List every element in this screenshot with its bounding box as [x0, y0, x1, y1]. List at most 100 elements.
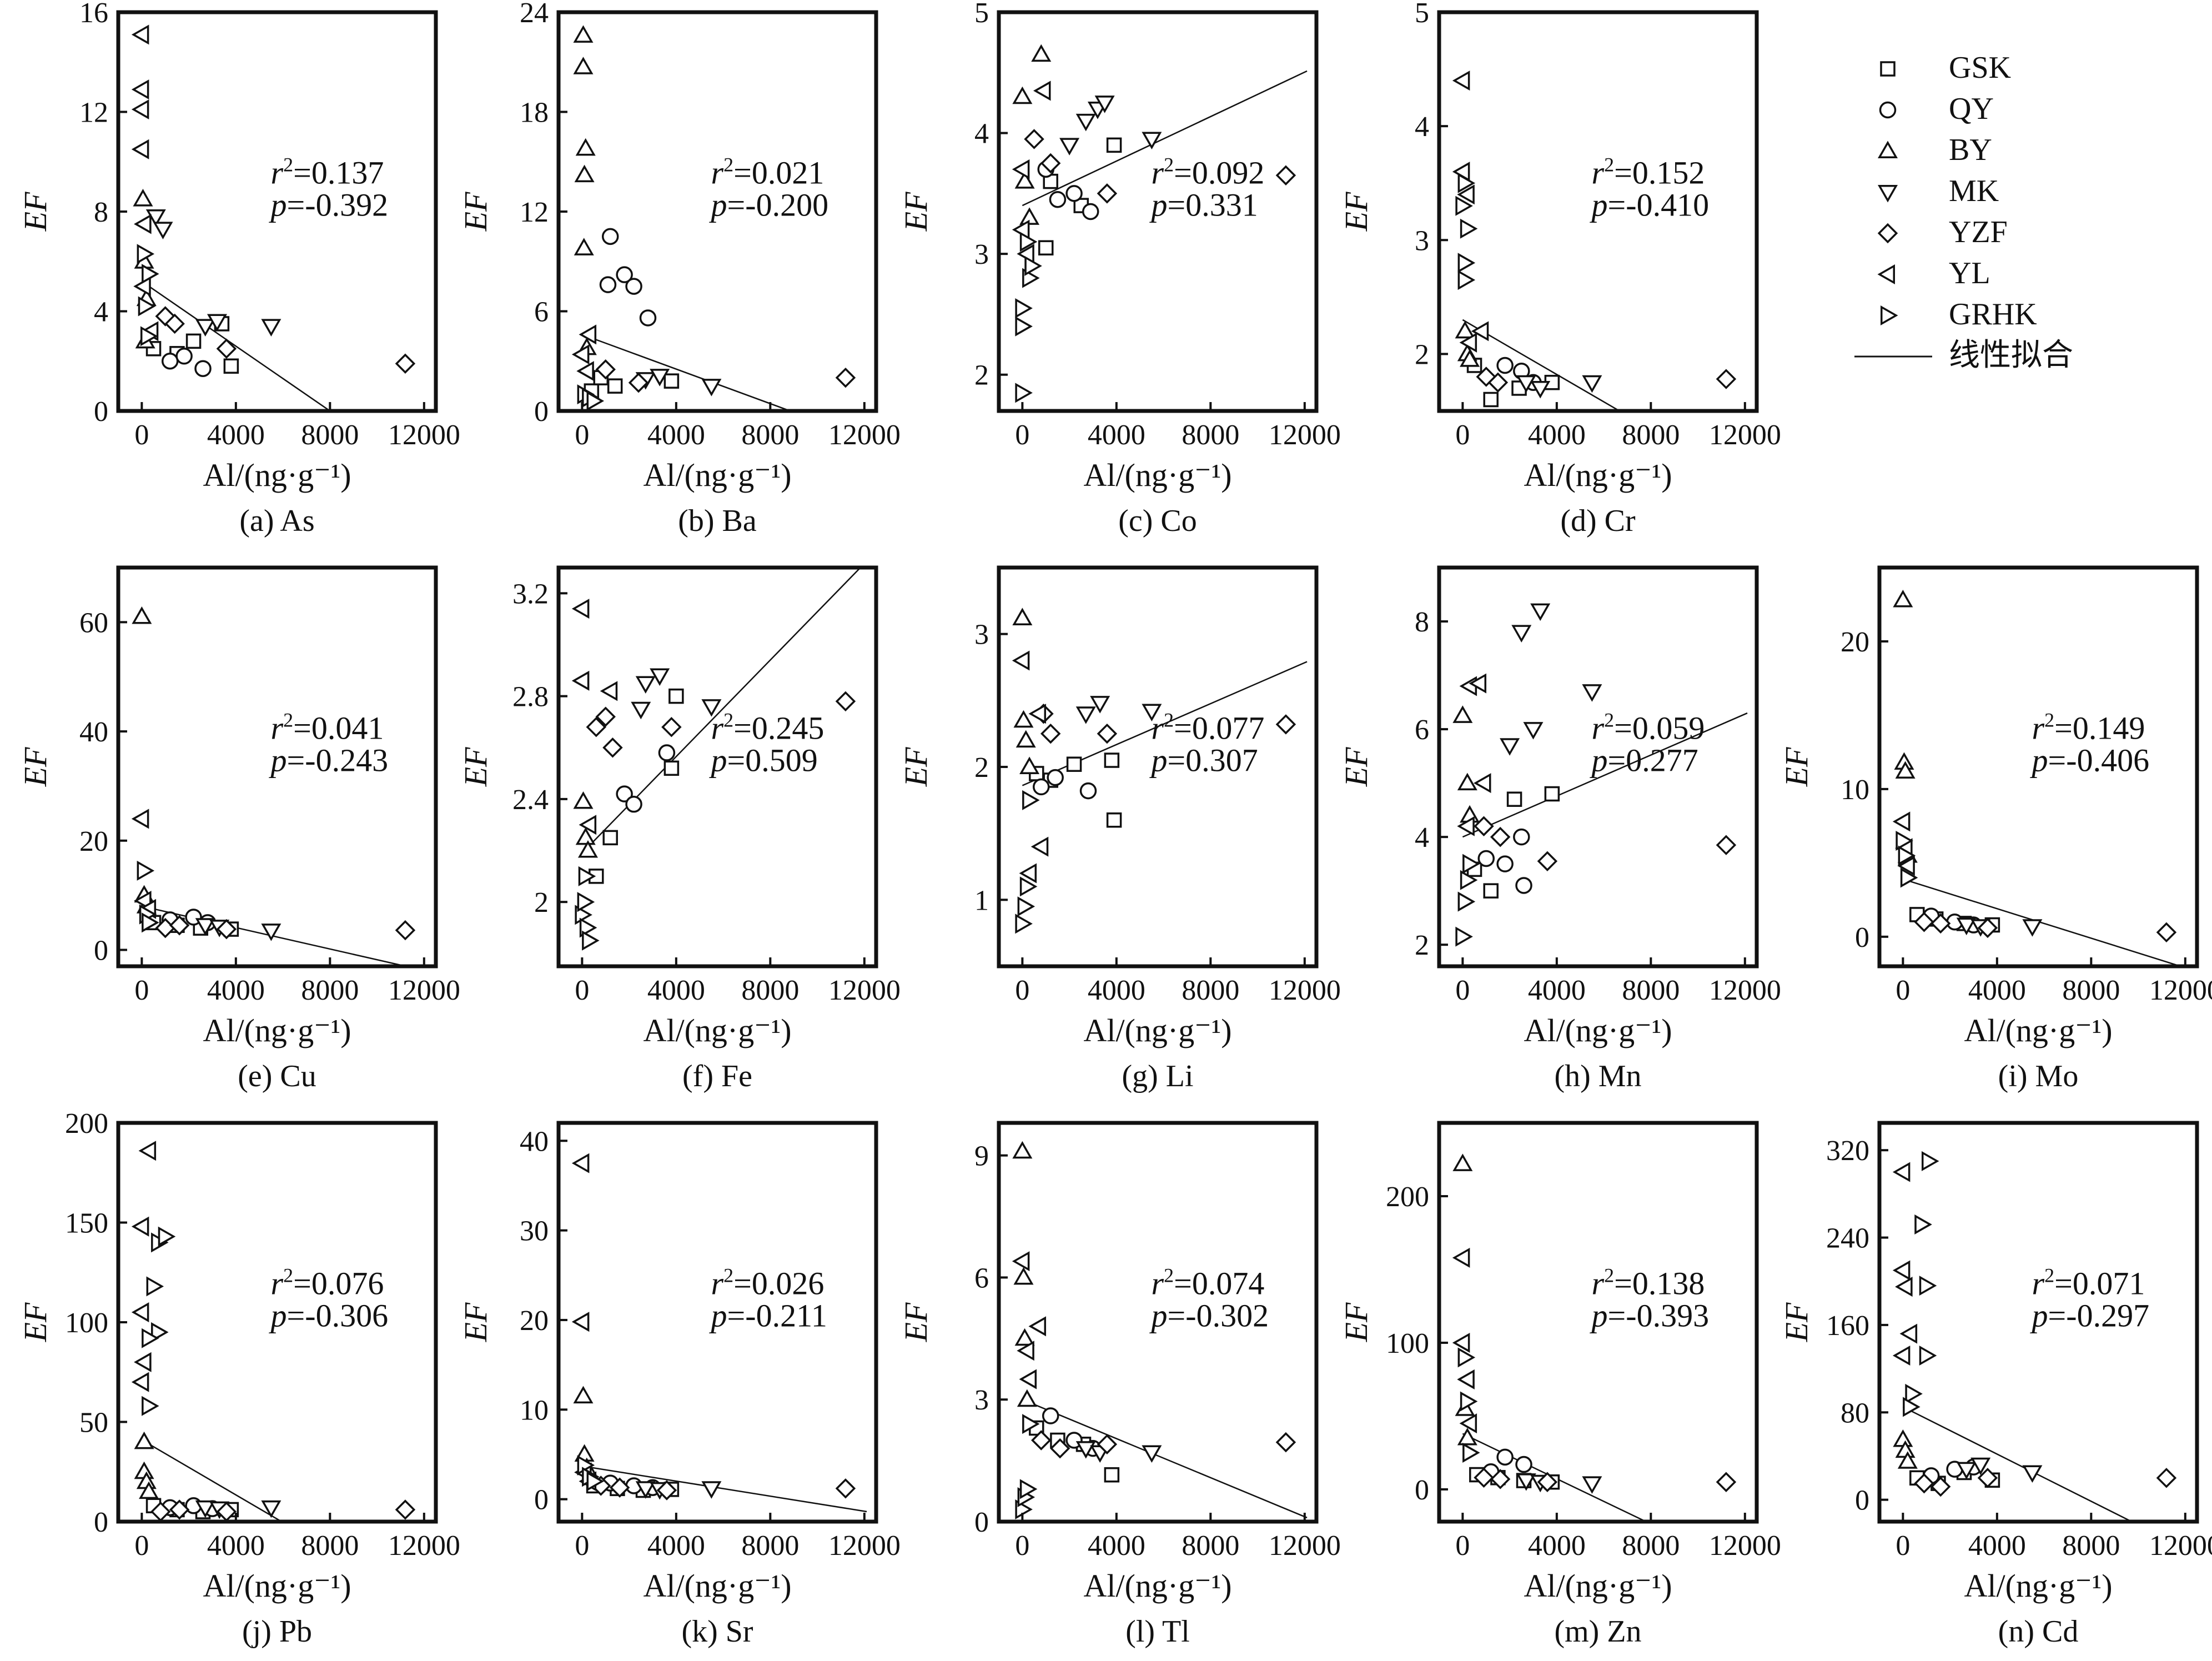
x-axis-title: Al/(ng·g⁻¹)	[203, 1568, 351, 1604]
point-triangle-right	[1900, 867, 1918, 888]
points	[1452, 1153, 1737, 1494]
point-circle	[1079, 782, 1097, 800]
y-axis-title: EF	[898, 1302, 934, 1342]
point-square	[1106, 137, 1122, 153]
point-diamond	[1487, 372, 1509, 393]
panel-caption: (a) As	[239, 504, 314, 538]
points	[571, 1153, 856, 1501]
point-diamond	[1474, 1467, 1494, 1488]
panel-caption: (k) Sr	[681, 1614, 753, 1649]
points	[131, 1141, 416, 1522]
y-tick-label: 6	[534, 297, 549, 328]
y-axis-title: EF	[1338, 192, 1374, 232]
point-triangle-down	[1582, 375, 1602, 393]
y-tick-label: 20	[520, 1305, 549, 1337]
point-triangle-down	[1956, 1462, 1977, 1480]
point-square	[145, 341, 162, 357]
x-tick-label: 0	[575, 419, 589, 451]
point-triangle-down	[635, 676, 656, 694]
x-tick-label: 12000	[1709, 419, 1781, 451]
x-tick-label: 0	[1896, 1530, 1910, 1562]
point-triangle-up	[1012, 1141, 1033, 1159]
point-triangle-left	[1895, 1277, 1913, 1297]
r2-annotation: r2=0.245	[711, 709, 825, 746]
point-diamond	[1097, 183, 1118, 204]
point-triangle-left	[571, 670, 590, 691]
point-triangle-down	[1059, 138, 1080, 155]
point-triangle-left	[1469, 673, 1487, 694]
y-tick-label: 6	[1415, 714, 1429, 746]
legend-label: BY	[1949, 133, 1992, 167]
point-diamond	[1930, 1476, 1951, 1497]
x-tick-label: 0	[1455, 1530, 1470, 1562]
point-triangle-up	[133, 189, 153, 207]
legend-label: QY	[1949, 92, 1994, 126]
point-triangle-up	[1455, 320, 1475, 339]
y-tick-label: 4	[1415, 111, 1429, 143]
p-annotation: p=-0.302	[1149, 1298, 1269, 1334]
point-triangle-left	[1899, 1323, 1918, 1344]
point-triangle-left	[1471, 321, 1489, 342]
point-triangle-down	[631, 701, 651, 720]
point-circle	[1496, 357, 1514, 374]
legend-label: YL	[1949, 256, 1990, 290]
x-tick-label: 12000	[388, 419, 460, 451]
point-triangle-up	[1460, 349, 1480, 367]
point-square	[1104, 752, 1120, 768]
points	[571, 25, 856, 411]
point-triangle-left	[131, 99, 149, 120]
point-triangle-down	[1075, 706, 1096, 724]
y-tick-label: 60	[79, 607, 108, 639]
point-triangle-right	[582, 930, 600, 951]
p-annotation: p=-0.211	[709, 1298, 827, 1334]
point-triangle-down	[1511, 625, 1532, 643]
point-square	[1544, 786, 1560, 802]
point-triangle-up	[132, 606, 152, 624]
point-triangle-left	[131, 1302, 149, 1323]
point-diamond	[1474, 816, 1494, 836]
point-triangle-left	[1033, 81, 1051, 101]
panel-13: 0 80 160 240 320 0 4000 8000 12000 Al/(ng·g⁻¹) EF (…	[1778, 1121, 2212, 1649]
point-triangle-right	[1015, 298, 1033, 319]
y-tick-label: 2	[534, 887, 549, 919]
x-tick-label: 4000	[647, 419, 705, 451]
point-triangle-up	[1015, 730, 1036, 748]
point-circle	[175, 348, 193, 365]
x-tick-label: 8000	[301, 975, 359, 1006]
point-triangle-right	[1921, 1151, 1939, 1171]
point-circle	[1515, 877, 1532, 894]
point-triangle-up	[574, 238, 594, 255]
x-tick-label: 8000	[301, 419, 359, 451]
point-triangle-down	[261, 319, 281, 337]
point-circle	[625, 795, 642, 813]
x-axis-title: Al/(ng·g⁻¹)	[1083, 1012, 1231, 1048]
point-triangle-left	[1030, 836, 1049, 857]
point-triangle-left	[1019, 1369, 1037, 1389]
x-axis-title: Al/(ng·g⁻¹)	[1524, 1012, 1672, 1048]
point-diamond	[1040, 723, 1061, 744]
point-triangle-up	[1031, 44, 1052, 62]
y-tick-label: 30	[520, 1216, 549, 1247]
x-tick-label: 8000	[741, 1530, 799, 1562]
point-triangle-down	[2022, 1465, 2043, 1483]
fit-line	[581, 568, 862, 854]
x-tick-label: 4000	[647, 1530, 705, 1562]
point-triangle-right	[1460, 218, 1478, 239]
x-tick-label: 12000	[388, 1530, 460, 1562]
y-tick-label: 100	[65, 1307, 108, 1339]
point-triangle-left	[1897, 856, 1915, 876]
point-diamond	[1049, 1438, 1070, 1459]
fit-line	[141, 1439, 283, 1522]
y-tick-label: 9	[974, 1141, 989, 1172]
y-tick-label: 0	[1855, 922, 1869, 954]
panel-3: 2 3 4 5 0 4000 8000 12000 Al/(ng·g⁻¹) EF (d) Cr r2=…	[1338, 0, 1781, 538]
point-triangle-down	[2022, 919, 2043, 937]
panel-9: 0 50 100 150 200 0 4000 8000 12000 Al/(ng·g⁻¹) EF (…	[17, 1108, 460, 1649]
point-triangle-down	[701, 379, 722, 397]
x-tick-label: 4000	[1088, 419, 1145, 451]
point-diamond	[1716, 1472, 1737, 1492]
y-tick-label: 200	[1386, 1181, 1429, 1213]
point-triangle-down	[650, 668, 670, 686]
point-triangle-down	[195, 918, 215, 936]
x-tick-label: 8000	[2062, 1530, 2120, 1562]
